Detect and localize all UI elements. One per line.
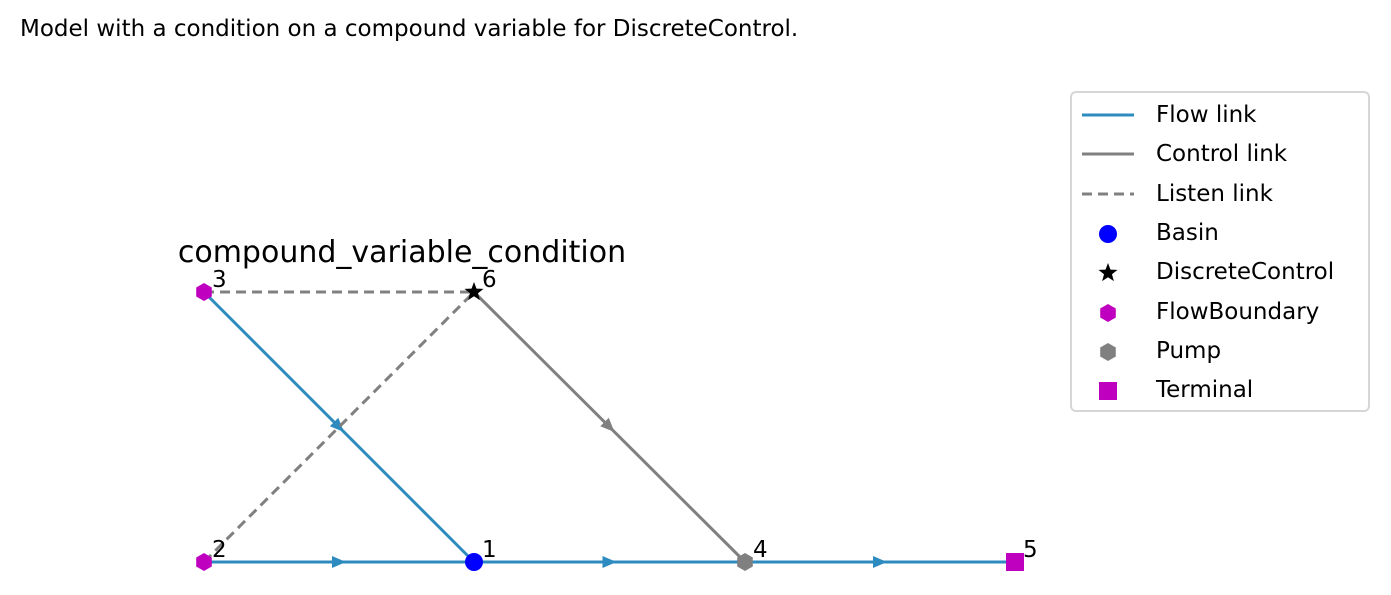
legend-label: Terminal	[1156, 377, 1254, 404]
legend: Flow link Control link Listen link Basin Dis…	[1070, 91, 1370, 412]
legend-symbol	[1082, 192, 1134, 196]
link-arrow	[600, 417, 615, 432]
legend-label: Listen link	[1156, 180, 1273, 207]
legend-symbol	[1099, 224, 1117, 243]
nodes-layer: 1 2 3 4 5 6	[196, 267, 1038, 571]
links-layer	[202, 290, 1015, 568]
legend-marker	[1098, 263, 1118, 282]
node-2[interactable]: 2	[196, 537, 227, 571]
legend-label: FlowBoundary	[1156, 298, 1320, 325]
figure-caption: Model with a condition on a compound var…	[20, 16, 799, 42]
node-3[interactable]: 3	[196, 267, 227, 301]
legend-symbol	[1099, 382, 1117, 401]
legend-marker	[1099, 224, 1117, 243]
node-marker	[1006, 553, 1024, 571]
legend-marker	[1100, 342, 1116, 361]
legend-symbol	[1098, 263, 1118, 282]
node-label: 6	[482, 267, 497, 293]
node-marker	[196, 553, 212, 571]
link-arrow	[332, 556, 346, 568]
link-arrow	[873, 556, 887, 568]
legend-label: DiscreteControl	[1156, 259, 1335, 286]
link-3-1	[202, 290, 476, 564]
legend-marker	[1099, 382, 1117, 401]
legend-label: Control link	[1156, 141, 1288, 168]
link-arrow	[329, 417, 344, 432]
node-marker	[465, 553, 483, 571]
link-2-1	[204, 556, 474, 568]
legend-symbol	[1082, 152, 1134, 156]
legend-symbol	[1100, 303, 1116, 322]
legend-symbol	[1082, 113, 1134, 117]
node-6[interactable]: 6	[464, 267, 497, 301]
node-label: 5	[1023, 537, 1038, 563]
legend-item: FlowBoundary	[1072, 297, 1368, 327]
node-4[interactable]: 4	[737, 537, 768, 571]
legend-item: Pump	[1072, 336, 1368, 366]
legend-item: Control link	[1072, 139, 1368, 169]
legend-item: Terminal	[1072, 375, 1368, 405]
link-arrow	[602, 556, 617, 568]
link-6-4	[472, 290, 747, 564]
legend-item: Basin	[1072, 218, 1368, 248]
node-label: 1	[482, 537, 497, 563]
legend-item: DiscreteControl	[1072, 257, 1368, 287]
legend-label: Flow link	[1156, 102, 1257, 128]
legend-label: Pump	[1156, 337, 1222, 364]
legend-marker	[1100, 303, 1116, 322]
node-marker	[464, 282, 484, 301]
node-marker	[737, 553, 753, 571]
node-1[interactable]: 1	[465, 537, 497, 571]
link-1-4	[474, 556, 745, 568]
legend-item: Listen link	[1072, 179, 1368, 209]
legend-label: Basin	[1156, 219, 1219, 246]
node-marker	[196, 283, 212, 301]
node-label: 3	[212, 267, 227, 293]
node-5[interactable]: 5	[1006, 537, 1038, 571]
graph-title: compound_variable_condition	[178, 235, 626, 270]
link-4-5	[745, 556, 1015, 568]
node-label: 4	[753, 537, 768, 563]
node-label: 2	[212, 537, 227, 563]
legend-symbol	[1100, 342, 1116, 361]
legend-item: Flow link	[1072, 100, 1368, 130]
